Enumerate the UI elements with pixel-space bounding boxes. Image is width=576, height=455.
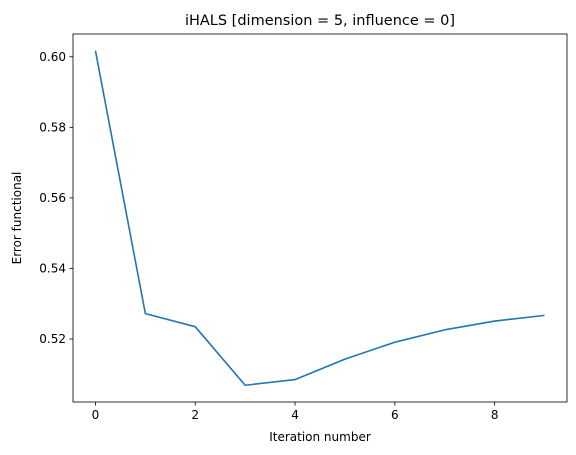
x-tick-label: 4 — [291, 408, 299, 422]
chart-title: iHALS [dimension = 5, influence = 0] — [185, 13, 455, 29]
x-tick-label: 2 — [191, 408, 199, 422]
x-axis: 0 2 4 6 8 — [92, 402, 499, 422]
y-tick-label: 0.52 — [39, 332, 66, 346]
series-layer — [94, 50, 545, 387]
y-tick-label: 0.58 — [39, 120, 66, 134]
x-axis-label: Iteration number — [269, 430, 371, 444]
y-tick-label: 0.54 — [39, 261, 66, 275]
x-tick-label: 0 — [92, 408, 100, 422]
y-tick-label: 0.56 — [39, 191, 66, 205]
x-tick-label: 8 — [491, 408, 499, 422]
x-tick-label: 6 — [391, 408, 399, 422]
y-tick-label: 0.60 — [39, 50, 66, 64]
y-axis-label: Error functional — [10, 172, 24, 265]
y-axis: 0.52 0.54 0.56 0.58 0.60 — [39, 50, 73, 346]
series-line — [94, 50, 545, 387]
plot-frame — [72, 33, 568, 403]
